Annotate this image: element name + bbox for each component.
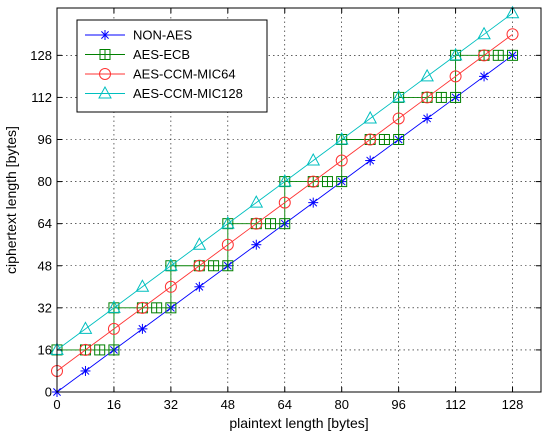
- point-aes-ccm-mic128: [192, 237, 207, 250]
- point-aes-ecb: [165, 302, 177, 314]
- point-aes-ccm-mic64: [335, 154, 348, 167]
- point-aes-ecb: [393, 134, 405, 146]
- point-aes-ccm-mic64: [478, 49, 491, 62]
- x-tick-label: 80: [334, 397, 348, 412]
- y-tick-label: 96: [38, 132, 52, 147]
- point-aes-ecb: [108, 344, 120, 356]
- x-tick-label: 16: [107, 397, 121, 412]
- point-aes-ccm-mic128: [306, 153, 321, 166]
- legend-label: AES-CCM-MIC64: [133, 67, 236, 82]
- y-tick-label: 48: [38, 258, 52, 273]
- legend-item-non-aes: NON-AES: [85, 28, 193, 43]
- point-non-aes: [308, 197, 319, 208]
- point-aes-ccm-mic128: [277, 174, 292, 187]
- x-tick-label: 64: [278, 397, 292, 412]
- point-aes-ccm-mic128: [334, 131, 349, 145]
- point-aes-ccm-mic128: [477, 26, 491, 40]
- point-aes-ccm-mic128: [420, 68, 434, 82]
- x-tick-label: 48: [221, 397, 235, 412]
- point-aes-ccm-mic64: [278, 196, 291, 209]
- legend-label: AES-ECB: [133, 47, 190, 62]
- point-aes-ecb: [450, 91, 462, 103]
- point-aes-ccm-mic128: [448, 47, 463, 61]
- legend-item-aes-ecb: AES-ECB: [85, 47, 190, 62]
- point-aes-ecb: [94, 344, 106, 356]
- y-tick-label: 80: [38, 174, 52, 189]
- x-tick-label: 112: [445, 397, 466, 412]
- point-non-aes: [80, 365, 91, 376]
- point-aes-ecb: [321, 176, 333, 188]
- point-aes-ecb: [336, 176, 348, 188]
- point-aes-ecb: [222, 260, 234, 272]
- point-aes-ccm-mic128: [164, 258, 178, 271]
- point-aes-ecb: [151, 302, 163, 314]
- point-aes-ecb: [279, 218, 291, 230]
- legend: NON-AES AES-ECB AES-CCM-MIC64 AES-CCM-MIC12…: [76, 19, 268, 113]
- point-aes-ccm-mic64: [392, 112, 405, 125]
- legend-item-aes-ccm-mic64: AES-CCM-MIC64: [85, 67, 236, 82]
- point-non-aes: [137, 323, 148, 334]
- legend-label: AES-CCM-MIC128: [133, 86, 243, 101]
- point-non-aes: [365, 155, 376, 166]
- point-aes-ccm-mic128: [391, 89, 406, 103]
- point-aes-ccm-mic64: [250, 217, 263, 230]
- y-tick-label: 32: [38, 300, 52, 315]
- point-aes-ecb: [378, 134, 390, 146]
- series-aes-ccm-mic64: [51, 28, 519, 377]
- y-axis-label: ciphertext length [bytes]: [3, 126, 19, 274]
- series-line-aes-ccm-mic64: [56, 33, 513, 372]
- point-aes-ccm-mic64: [506, 28, 519, 41]
- axes: 0 16 32 48 64 80 96 112 128 0 16 32 48 64 80 96 112 128: [30, 8, 541, 412]
- plot-frame: [56, 7, 542, 393]
- legend-marker: [100, 30, 110, 40]
- point-aes-ccm-mic128: [135, 279, 150, 292]
- point-aes-ccm-mic64: [164, 280, 177, 293]
- point-aes-ccm-mic128: [249, 195, 264, 208]
- point-aes-ccm-mic128: [107, 300, 121, 313]
- point-aes-ccm-mic64: [421, 91, 434, 104]
- y-tick-label: 128: [30, 48, 52, 63]
- point-aes-ccm-mic128: [78, 321, 93, 334]
- point-aes-ecb: [492, 49, 504, 61]
- legend-marker: [99, 49, 111, 60]
- point-aes-ccm-mic64: [221, 238, 234, 251]
- point-aes-ccm-mic64: [364, 133, 377, 146]
- point-aes-ecb: [208, 260, 220, 272]
- point-aes-ecb: [265, 218, 277, 230]
- point-aes-ccm-mic128: [363, 110, 378, 124]
- legend-label: NON-AES: [133, 28, 193, 43]
- legend-marker: [98, 85, 112, 99]
- point-aes-ccm-mic128: [505, 5, 520, 19]
- y-tick-label: 0: [45, 385, 52, 400]
- point-aes-ccm-mic64: [136, 301, 149, 314]
- x-tick-label: 0: [53, 397, 60, 412]
- y-tick-label: 16: [38, 342, 52, 357]
- x-tick-label: 96: [391, 397, 405, 412]
- y-tick-label: 64: [38, 216, 52, 231]
- point-aes-ccm-mic64: [107, 322, 120, 335]
- series-aes-ccm-mic128: [50, 5, 520, 355]
- point-non-aes: [194, 281, 205, 292]
- point-aes-ecb: [507, 49, 519, 61]
- point-aes-ccm-mic128: [220, 216, 235, 229]
- point-aes-ccm-mic64: [79, 343, 92, 356]
- y-tick-label: 112: [31, 90, 52, 105]
- point-non-aes: [479, 71, 490, 82]
- legend-item-aes-ccm-mic128: AES-CCM-MIC128: [85, 85, 243, 101]
- x-tick-label: 128: [502, 397, 524, 412]
- legend-marker: [99, 68, 111, 80]
- point-non-aes: [422, 113, 433, 124]
- point-aes-ccm-mic64: [193, 259, 206, 272]
- point-aes-ccm-mic64: [307, 175, 320, 188]
- point-non-aes: [251, 239, 262, 250]
- series-line-aes-ccm-mic128: [56, 12, 513, 351]
- x-tick-label: 32: [164, 397, 178, 412]
- point-aes-ccm-mic64: [449, 70, 462, 83]
- x-axis-label: plaintext length [bytes]: [229, 415, 368, 431]
- point-aes-ecb: [435, 91, 447, 103]
